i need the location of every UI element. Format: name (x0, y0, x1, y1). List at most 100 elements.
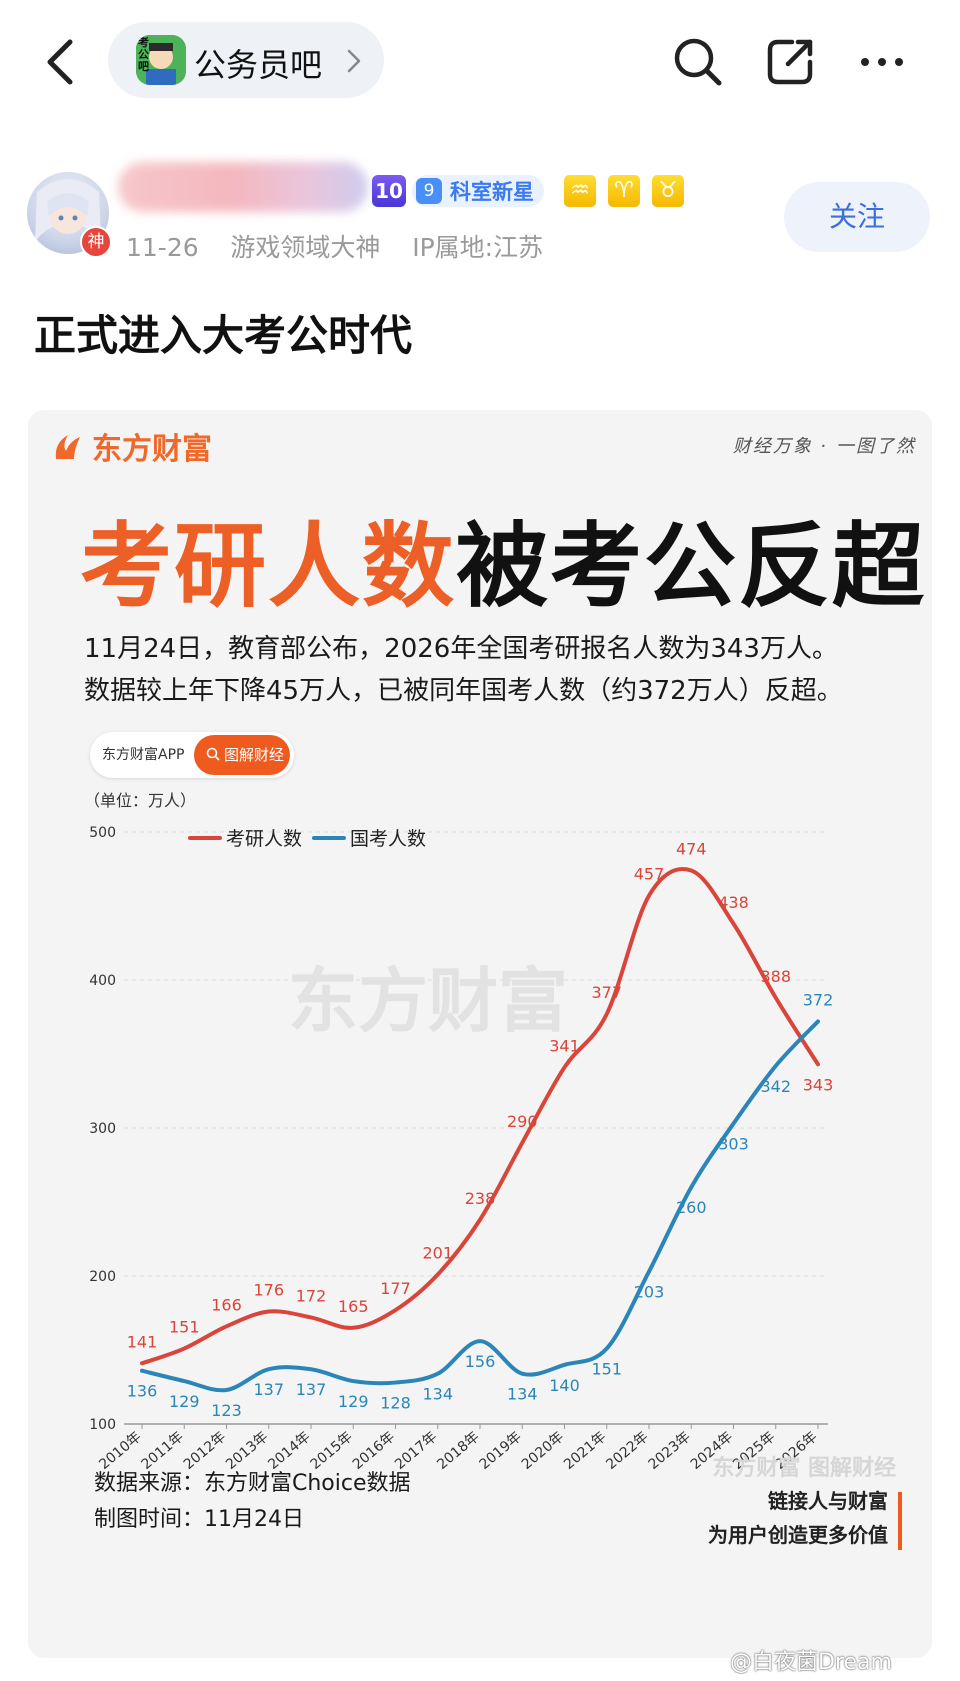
x-tick-label: 2018年 (434, 1429, 482, 1470)
tagline: 链接人与财富 为用户创造更多价值 (708, 1484, 888, 1552)
search-icon (206, 747, 220, 761)
chart-watermark: 东方财富 (288, 960, 568, 1042)
data-label: 129 (169, 1392, 200, 1411)
brand-flame-icon (55, 435, 80, 459)
search-app-label: 东方财富APP (102, 747, 185, 763)
zodiac-taurus-icon: ♉ (652, 175, 684, 207)
description-line-2: 数据较上年下降45万人，已被同年国考人数（约372万人）反超。 (84, 676, 843, 706)
y-tick-label: 500 (89, 825, 116, 841)
x-tick-label: 2011年 (139, 1429, 187, 1470)
description: 11月24日，教育部公布，2026年全国考研报名人数为343万人。 数据较上年下… (84, 628, 843, 712)
more-button[interactable] (854, 34, 910, 90)
post-meta: 11-26 游戏领域大神 IP属地:江苏 (126, 233, 544, 262)
data-label: 166 (211, 1295, 242, 1314)
tagline-line-1: 链接人与财富 (768, 1489, 888, 1513)
brand-name: 东方财富 (92, 432, 212, 467)
level-badge: 10 (372, 175, 406, 207)
data-label: 151 (169, 1318, 200, 1337)
data-label: 129 (338, 1392, 369, 1411)
grade-number: 9 (416, 178, 442, 204)
weibo-watermark: @白夜菌Dream (730, 1650, 892, 1675)
back-button[interactable] (40, 32, 80, 92)
search-button[interactable] (670, 34, 726, 90)
data-label: 137 (296, 1380, 327, 1399)
share-button[interactable] (762, 34, 818, 90)
bottom-watermark: 东方财富 图解财经 (712, 1456, 896, 1481)
data-label: 372 (803, 990, 834, 1009)
data-label: 156 (465, 1352, 496, 1371)
data-label: 141 (127, 1332, 158, 1351)
x-tick-label: 2021年 (561, 1429, 609, 1470)
data-label: 342 (760, 1077, 791, 1096)
forum-avatar-text: 考公吧 (138, 36, 149, 73)
description-line-1: 11月24日，教育部公布，2026年全国考研报名人数为343万人。 (84, 634, 838, 664)
x-tick-label: 2016年 (350, 1429, 398, 1470)
more-icon (861, 58, 903, 66)
y-tick-label: 200 (89, 1269, 116, 1285)
app-search-pill: 东方财富APP 图解财经 (90, 732, 294, 778)
x-tick-label: 2020年 (519, 1429, 567, 1470)
data-label: 341 (549, 1036, 580, 1055)
data-label: 438 (718, 893, 749, 912)
data-label: 343 (803, 1075, 834, 1094)
y-tick-label: 300 (89, 1121, 116, 1137)
headline-black: 被考公反超 (456, 513, 927, 620)
data-label: 377 (591, 983, 622, 1002)
data-label: 137 (253, 1380, 284, 1399)
data-label: 128 (380, 1394, 411, 1413)
y-tick-label: 400 (89, 973, 116, 989)
data-source: 数据来源：东方财富Choice数据 制图时间：11月24日 (94, 1466, 411, 1538)
data-label: 123 (211, 1401, 242, 1420)
x-tick-label: 2014年 (265, 1429, 313, 1470)
follow-button[interactable]: 关注 (784, 182, 930, 252)
search-icon (674, 38, 722, 86)
data-label: 474 (676, 839, 707, 858)
brand-logo: 东方财富 (50, 424, 212, 468)
legend-label: 国考人数 (350, 828, 426, 850)
infographic-image[interactable]: 东方财富 财经万象 · 一图了然 考研人数被考公反超 11月24日，教育部公布，… (28, 410, 932, 1658)
data-label: 260 (676, 1198, 707, 1217)
data-label: 134 (422, 1385, 453, 1404)
data-label: 290 (507, 1112, 538, 1131)
headline-orange: 考研人数 (80, 513, 457, 620)
forum-name: 公务员吧 (194, 46, 323, 84)
x-tick-label: 2019年 (477, 1429, 525, 1470)
search-tag-label: 图解财经 (224, 746, 285, 764)
data-label: 203 (634, 1283, 665, 1302)
forum-avatar: 考公吧 (136, 35, 186, 85)
chevron-left-icon (47, 39, 73, 85)
data-label: 134 (507, 1385, 538, 1404)
god-badge: 神 (80, 226, 112, 258)
author-avatar[interactable] (27, 172, 109, 254)
chevron-right-icon (347, 49, 361, 73)
search-tag-button: 图解财经 (194, 735, 290, 775)
source-line-1: 数据来源：东方财富Choice数据 (94, 1471, 411, 1496)
data-label: 176 (253, 1281, 284, 1300)
x-tick-label: 2015年 (308, 1429, 356, 1470)
data-label: 172 (296, 1286, 327, 1305)
x-tick-label: 2023年 (646, 1429, 694, 1470)
data-label: 238 (465, 1189, 496, 1208)
data-label: 165 (338, 1297, 369, 1316)
zodiac-aries-icon: ♈ (608, 175, 640, 207)
unit-label: （单位：万人） (84, 791, 196, 810)
forum-entry[interactable]: 考公吧 公务员吧 (108, 22, 384, 98)
tagline-accent-bar (898, 1492, 902, 1550)
data-label: 177 (380, 1279, 411, 1298)
series-line (140, 1019, 820, 1393)
series-line (140, 867, 820, 1366)
top-bar: 考公吧 公务员吧 (0, 0, 960, 120)
share-icon (767, 39, 813, 85)
post-title: 正式进入大考公时代 (34, 311, 413, 360)
grade-title: 科室新星 (450, 180, 534, 204)
headline: 考研人数被考公反超 (80, 492, 926, 625)
x-tick-label: 2022年 (603, 1429, 651, 1470)
author-name-blurred[interactable] (118, 162, 368, 212)
x-tick-label: 2012年 (181, 1429, 229, 1470)
grade-badge: 9 科室新星 (412, 175, 544, 207)
data-label: 136 (127, 1382, 158, 1401)
data-label: 388 (760, 967, 791, 986)
x-tick-label: 2017年 (392, 1429, 440, 1470)
x-tick-label: 2013年 (223, 1429, 271, 1470)
x-tick-label: 2010年 (96, 1429, 144, 1470)
